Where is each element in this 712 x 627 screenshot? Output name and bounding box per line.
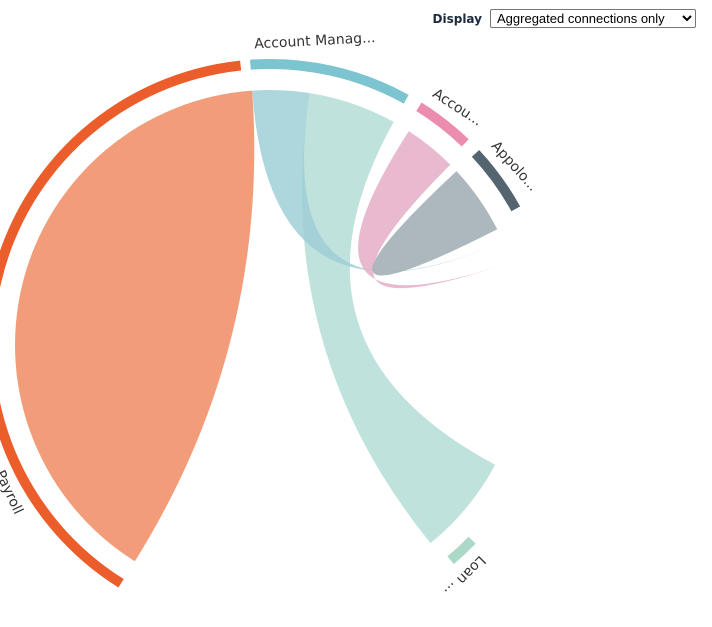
- group-label-appolo: Appolo...: [488, 138, 541, 194]
- group-arc-account[interactable]: [416, 102, 469, 147]
- display-controls: Display Aggregated connections only: [433, 9, 696, 28]
- group-arc-loan[interactable]: [447, 536, 476, 565]
- chord-payroll-payroll[interactable]: [15, 90, 255, 562]
- chord-ribbons: [15, 89, 512, 562]
- group-arc-appolo[interactable]: [471, 149, 521, 212]
- group-arc-account_management[interactable]: [250, 59, 409, 104]
- chord-account-account_management[interactable]: [358, 131, 512, 289]
- group-label-loan: Loan ...: [441, 552, 489, 600]
- group-label-account_management: Account Manag...: [254, 30, 376, 52]
- group-arcs: [0, 59, 521, 588]
- display-label: Display: [432, 11, 482, 26]
- chord-appolo-appolo[interactable]: [372, 171, 498, 288]
- display-select[interactable]: Aggregated connections only: [490, 9, 696, 28]
- chord-account_management-appolo[interactable]: [252, 89, 503, 272]
- chord-account_management-loan[interactable]: [301, 93, 496, 544]
